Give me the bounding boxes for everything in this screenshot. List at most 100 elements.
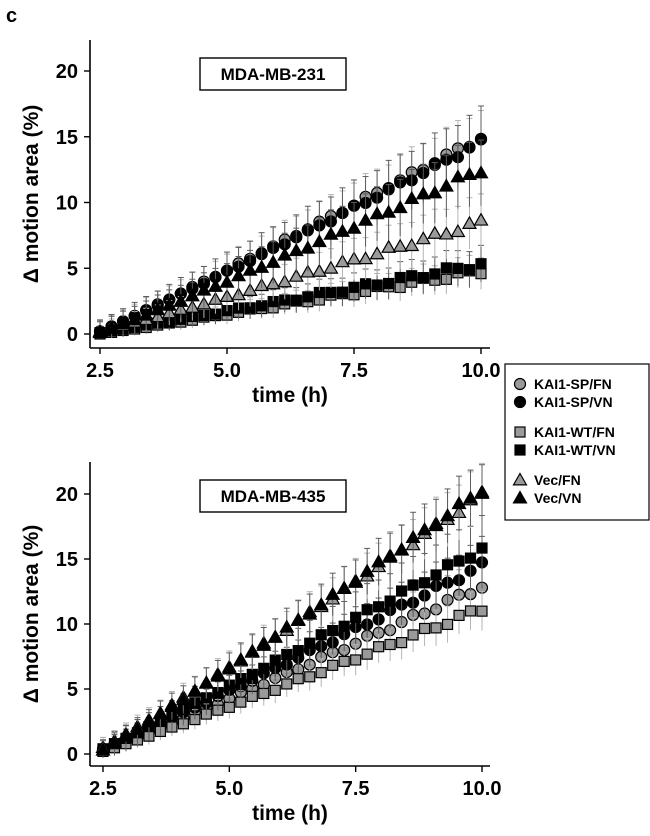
data-point bbox=[382, 549, 398, 563]
data-point bbox=[336, 286, 349, 298]
data-point bbox=[315, 667, 327, 679]
legend-label: KAI1-SP/VN bbox=[534, 394, 613, 410]
series-vec-fn bbox=[92, 193, 489, 338]
data-point bbox=[164, 698, 180, 712]
legend-marker-circle bbox=[513, 377, 527, 391]
data-point bbox=[256, 637, 272, 651]
panel-label: c bbox=[6, 5, 17, 27]
data-point bbox=[323, 260, 339, 274]
data-point bbox=[288, 242, 304, 257]
data-point bbox=[175, 692, 191, 706]
data-point bbox=[348, 281, 360, 293]
x-tick-label: 5.0 bbox=[213, 360, 241, 382]
data-point bbox=[267, 629, 283, 643]
data-point bbox=[246, 668, 258, 680]
data-point bbox=[327, 659, 339, 671]
data-point bbox=[315, 629, 327, 641]
y-tick-label: 20 bbox=[56, 484, 78, 506]
data-point bbox=[207, 278, 223, 292]
data-point bbox=[394, 271, 406, 284]
data-point bbox=[150, 302, 166, 316]
data-point bbox=[415, 231, 431, 245]
chart-title: MDA-MB-231 bbox=[221, 65, 326, 84]
data-point bbox=[346, 220, 362, 234]
data-point bbox=[279, 619, 295, 633]
data-point bbox=[430, 569, 442, 581]
data-point bbox=[384, 638, 396, 651]
data-point bbox=[304, 671, 316, 683]
data-point bbox=[475, 258, 487, 270]
data-point bbox=[269, 654, 281, 666]
data-point bbox=[361, 604, 373, 616]
data-point bbox=[441, 618, 454, 631]
data-point bbox=[300, 240, 316, 254]
data-point bbox=[440, 508, 456, 522]
data-point bbox=[95, 742, 111, 756]
data-point bbox=[358, 212, 374, 226]
x-axis-title: time (h) bbox=[252, 802, 328, 825]
data-point bbox=[196, 282, 212, 296]
data-point bbox=[361, 648, 373, 660]
x-tick-label: 2.5 bbox=[86, 360, 114, 382]
chart-title: MDA-MB-435 bbox=[221, 487, 326, 506]
data-point bbox=[152, 706, 168, 720]
data-point bbox=[417, 522, 433, 536]
data-point bbox=[369, 206, 385, 220]
data-point bbox=[427, 225, 443, 239]
data-point bbox=[350, 654, 362, 666]
legend-marker-square bbox=[514, 444, 526, 456]
data-point bbox=[233, 651, 249, 666]
data-point bbox=[231, 268, 247, 282]
data-point bbox=[173, 293, 189, 307]
data-point bbox=[302, 291, 314, 303]
x-tick-label: 10.0 bbox=[462, 360, 501, 382]
data-point bbox=[256, 300, 268, 312]
series-kai1-wt-vn bbox=[97, 515, 488, 758]
data-point bbox=[129, 721, 145, 735]
legend-label: KAI1-SP/FN bbox=[534, 376, 612, 392]
data-point bbox=[453, 609, 465, 622]
x-tick-label: 7.5 bbox=[340, 360, 368, 382]
data-point bbox=[359, 563, 375, 577]
data-point bbox=[451, 495, 467, 510]
data-point bbox=[198, 675, 214, 689]
legend-label: Vec/FN bbox=[534, 472, 581, 488]
legend-marker-triangle bbox=[512, 490, 528, 504]
data-point bbox=[254, 259, 270, 273]
data-point bbox=[407, 579, 419, 591]
legend-label: Vec/VN bbox=[534, 490, 581, 506]
data-point bbox=[277, 247, 293, 261]
x-tick-label: 5.0 bbox=[215, 778, 243, 800]
data-point bbox=[138, 307, 154, 321]
data-point bbox=[373, 641, 385, 653]
data-point bbox=[292, 645, 304, 657]
data-point bbox=[118, 728, 134, 742]
y-tick-label: 5 bbox=[67, 679, 78, 701]
y-tick-label: 10 bbox=[56, 193, 78, 215]
data-point bbox=[427, 185, 443, 199]
legend-label: KAI1-WT/VN bbox=[534, 442, 616, 458]
data-point bbox=[441, 559, 454, 571]
data-point bbox=[450, 169, 466, 183]
chart-title-box bbox=[199, 57, 347, 91]
data-point bbox=[92, 324, 108, 339]
data-point bbox=[269, 684, 281, 696]
legend-marker-circle bbox=[513, 395, 527, 409]
y-axis-title: Δ motion area (%) bbox=[20, 105, 43, 283]
data-point bbox=[313, 597, 329, 611]
y-axis-title: Δ motion area (%) bbox=[20, 525, 43, 703]
data-point bbox=[281, 678, 293, 690]
data-point bbox=[438, 178, 454, 192]
data-point bbox=[450, 223, 466, 238]
data-point bbox=[461, 166, 477, 181]
data-point bbox=[463, 264, 476, 276]
data-point bbox=[371, 554, 387, 568]
data-point bbox=[462, 490, 479, 504]
data-point bbox=[474, 485, 490, 499]
data-point bbox=[405, 529, 421, 543]
data-point bbox=[473, 212, 489, 226]
data-point bbox=[464, 552, 477, 564]
data-point bbox=[428, 517, 444, 532]
x-axis-title: time (h) bbox=[252, 384, 328, 407]
data-point bbox=[106, 735, 123, 749]
